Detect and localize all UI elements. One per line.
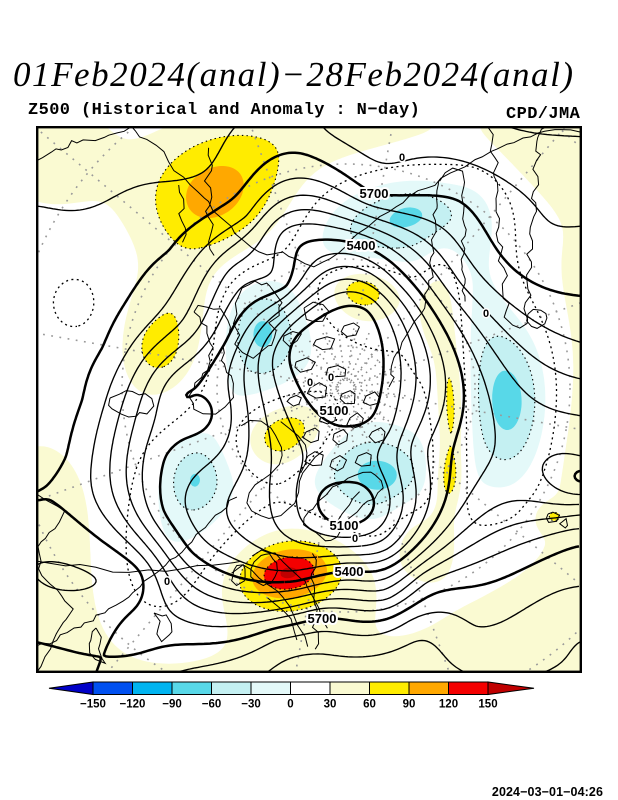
svg-text:30: 30 bbox=[324, 699, 337, 711]
svg-text:150: 150 bbox=[478, 699, 497, 711]
svg-text:5700: 5700 bbox=[360, 186, 389, 201]
svg-text:0: 0 bbox=[399, 152, 405, 164]
svg-text:5400: 5400 bbox=[335, 564, 364, 579]
svg-text:0: 0 bbox=[307, 377, 313, 389]
svg-text:90: 90 bbox=[403, 699, 416, 711]
svg-text:0: 0 bbox=[287, 699, 293, 711]
svg-text:−120: −120 bbox=[120, 699, 146, 711]
svg-text:5400: 5400 bbox=[347, 238, 376, 253]
svg-text:60: 60 bbox=[363, 699, 376, 711]
svg-text:5100: 5100 bbox=[320, 403, 349, 418]
svg-text:5700: 5700 bbox=[308, 611, 337, 626]
svg-text:0: 0 bbox=[352, 533, 358, 545]
svg-text:−150: −150 bbox=[80, 699, 106, 711]
svg-text:0: 0 bbox=[164, 576, 170, 588]
svg-text:0: 0 bbox=[483, 308, 489, 320]
svg-text:5100: 5100 bbox=[330, 518, 359, 533]
svg-text:0: 0 bbox=[328, 372, 334, 384]
svg-text:−30: −30 bbox=[241, 699, 261, 711]
svg-text:120: 120 bbox=[439, 699, 458, 711]
svg-text:−90: −90 bbox=[162, 699, 182, 711]
svg-text:−60: −60 bbox=[202, 699, 222, 711]
